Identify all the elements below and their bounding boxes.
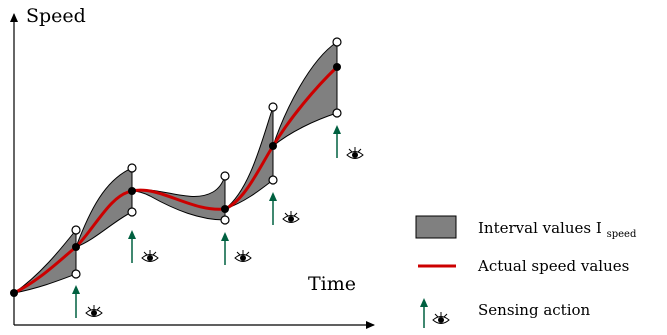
upper-bound-point — [220, 171, 230, 181]
lower-bound-point — [71, 269, 81, 279]
upper-bound-point — [332, 37, 342, 47]
sensed-point — [10, 289, 18, 297]
legend: Interval values I speed Actual speed val… — [415, 215, 637, 328]
sensed-point — [269, 142, 277, 150]
x-axis-label: Time — [308, 273, 356, 295]
upper-bound-point — [268, 102, 278, 112]
sensed-point — [72, 243, 80, 251]
sensing-actions — [72, 125, 364, 318]
sensing-action — [128, 230, 159, 263]
sensed-points — [10, 63, 341, 297]
lower-bound-point — [220, 215, 230, 225]
legend-interval-label: Interval values I speed — [478, 219, 637, 240]
upper-bound-point — [71, 225, 81, 235]
legend-interval-text: Interval values I — [478, 219, 602, 237]
axes: Speed Time — [10, 5, 375, 329]
sensed-point — [128, 187, 136, 195]
eye-icon — [85, 304, 103, 317]
sensing-action — [72, 285, 103, 318]
legend-sensing-label: Sensing action — [478, 301, 591, 319]
legend-actual-label: Actual speed values — [477, 257, 629, 275]
interval-bands — [13, 41, 338, 294]
interval-band-1 — [13, 228, 77, 294]
sensed-point — [221, 205, 229, 213]
actual-speed-curve — [13, 65, 339, 295]
eye-icon — [346, 146, 364, 159]
legend-interval-swatch — [415, 215, 457, 239]
sensing-action — [221, 232, 252, 265]
sensing-action — [269, 192, 300, 225]
eye-icon — [282, 210, 300, 223]
lower-bound-point — [332, 108, 342, 118]
legend-interval-subscript: speed — [607, 229, 637, 240]
eye-icon — [432, 311, 450, 324]
sensed-point — [333, 63, 341, 71]
upper-bound-point — [127, 163, 137, 173]
interval-band-3 — [131, 175, 226, 221]
interval-bounds — [71, 37, 342, 279]
lower-bound-point — [268, 175, 278, 185]
y-axis-label: Speed — [26, 5, 86, 27]
eye-icon — [141, 249, 159, 262]
sensing-action — [333, 125, 364, 159]
lower-bound-point — [127, 207, 137, 217]
eye-icon — [234, 249, 252, 262]
